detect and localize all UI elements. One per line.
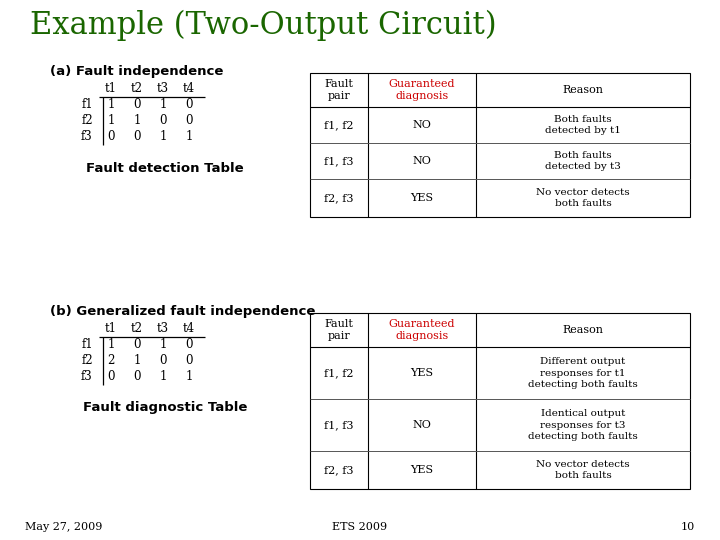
Text: 0: 0 [159,354,167,367]
Text: 1: 1 [107,98,114,111]
Text: ETS 2009: ETS 2009 [333,522,387,532]
Text: Fault
pair: Fault pair [325,79,354,101]
Text: f1, f3: f1, f3 [324,420,354,430]
Text: Guaranteed
diagnosis: Guaranteed diagnosis [389,79,455,101]
Text: 0: 0 [185,113,193,126]
Text: No vector detects
both faults: No vector detects both faults [536,460,630,480]
Text: f2: f2 [81,354,93,367]
Text: 1: 1 [159,369,167,382]
Text: f1, f3: f1, f3 [324,156,354,166]
Text: 1: 1 [185,130,193,143]
Text: 0: 0 [185,338,193,350]
Text: (b) Generalized fault independence: (b) Generalized fault independence [50,306,315,319]
Text: t3: t3 [157,82,169,94]
Text: 0: 0 [159,113,167,126]
Text: 1: 1 [133,354,140,367]
Text: t4: t4 [183,82,195,94]
Text: 0: 0 [133,130,140,143]
Text: 0: 0 [133,98,140,111]
Text: May 27, 2009: May 27, 2009 [25,522,102,532]
Text: Different output
responses for t1
detecting both faults: Different output responses for t1 detect… [528,357,638,389]
Text: 0: 0 [107,130,114,143]
Text: 0: 0 [133,338,140,350]
Text: f2, f3: f2, f3 [324,193,354,203]
Text: Fault detection Table: Fault detection Table [86,161,244,174]
Text: YES: YES [410,193,433,203]
Text: No vector detects
both faults: No vector detects both faults [536,188,630,208]
Text: 1: 1 [159,130,167,143]
Bar [310,313,690,489]
Text: t2: t2 [131,82,143,94]
Text: 2: 2 [107,354,114,367]
Text: 0: 0 [107,369,114,382]
Text: Guaranteed
diagnosis: Guaranteed diagnosis [389,319,455,341]
Text: Reason: Reason [562,325,603,335]
Text: 0: 0 [185,354,193,367]
Text: Both faults
detected by t3: Both faults detected by t3 [545,151,621,171]
Text: YES: YES [410,465,433,475]
Text: YES: YES [410,368,433,378]
Text: Example (Two-Output Circuit): Example (Two-Output Circuit) [30,9,497,40]
Text: 0: 0 [185,98,193,111]
Text: 1: 1 [159,338,167,350]
Bar [310,73,690,217]
Text: f3: f3 [81,369,93,382]
Text: Fault diagnostic Table: Fault diagnostic Table [83,402,247,415]
Text: f1, f2: f1, f2 [324,120,354,130]
Text: NO: NO [413,420,431,430]
Text: 1: 1 [107,113,114,126]
Text: t3: t3 [157,321,169,334]
Text: f1: f1 [81,98,93,111]
Text: t1: t1 [105,321,117,334]
Text: Reason: Reason [562,85,603,95]
Text: f1, f2: f1, f2 [324,368,354,378]
Text: t1: t1 [105,82,117,94]
Text: t4: t4 [183,321,195,334]
Text: f1: f1 [81,338,93,350]
Text: 0: 0 [133,369,140,382]
Text: 1: 1 [107,338,114,350]
Text: f2: f2 [81,113,93,126]
Text: Both faults
detected by t1: Both faults detected by t1 [545,115,621,135]
Text: f2, f3: f2, f3 [324,465,354,475]
Text: 1: 1 [133,113,140,126]
Text: NO: NO [413,120,431,130]
Text: t2: t2 [131,321,143,334]
Text: Fault
pair: Fault pair [325,319,354,341]
Text: Identical output
responses for t3
detecting both faults: Identical output responses for t3 detect… [528,409,638,441]
Text: 10: 10 [680,522,695,532]
Text: (a) Fault independence: (a) Fault independence [50,65,223,78]
Text: f3: f3 [81,130,93,143]
Text: 1: 1 [159,98,167,111]
Text: 1: 1 [185,369,193,382]
Text: NO: NO [413,156,431,166]
